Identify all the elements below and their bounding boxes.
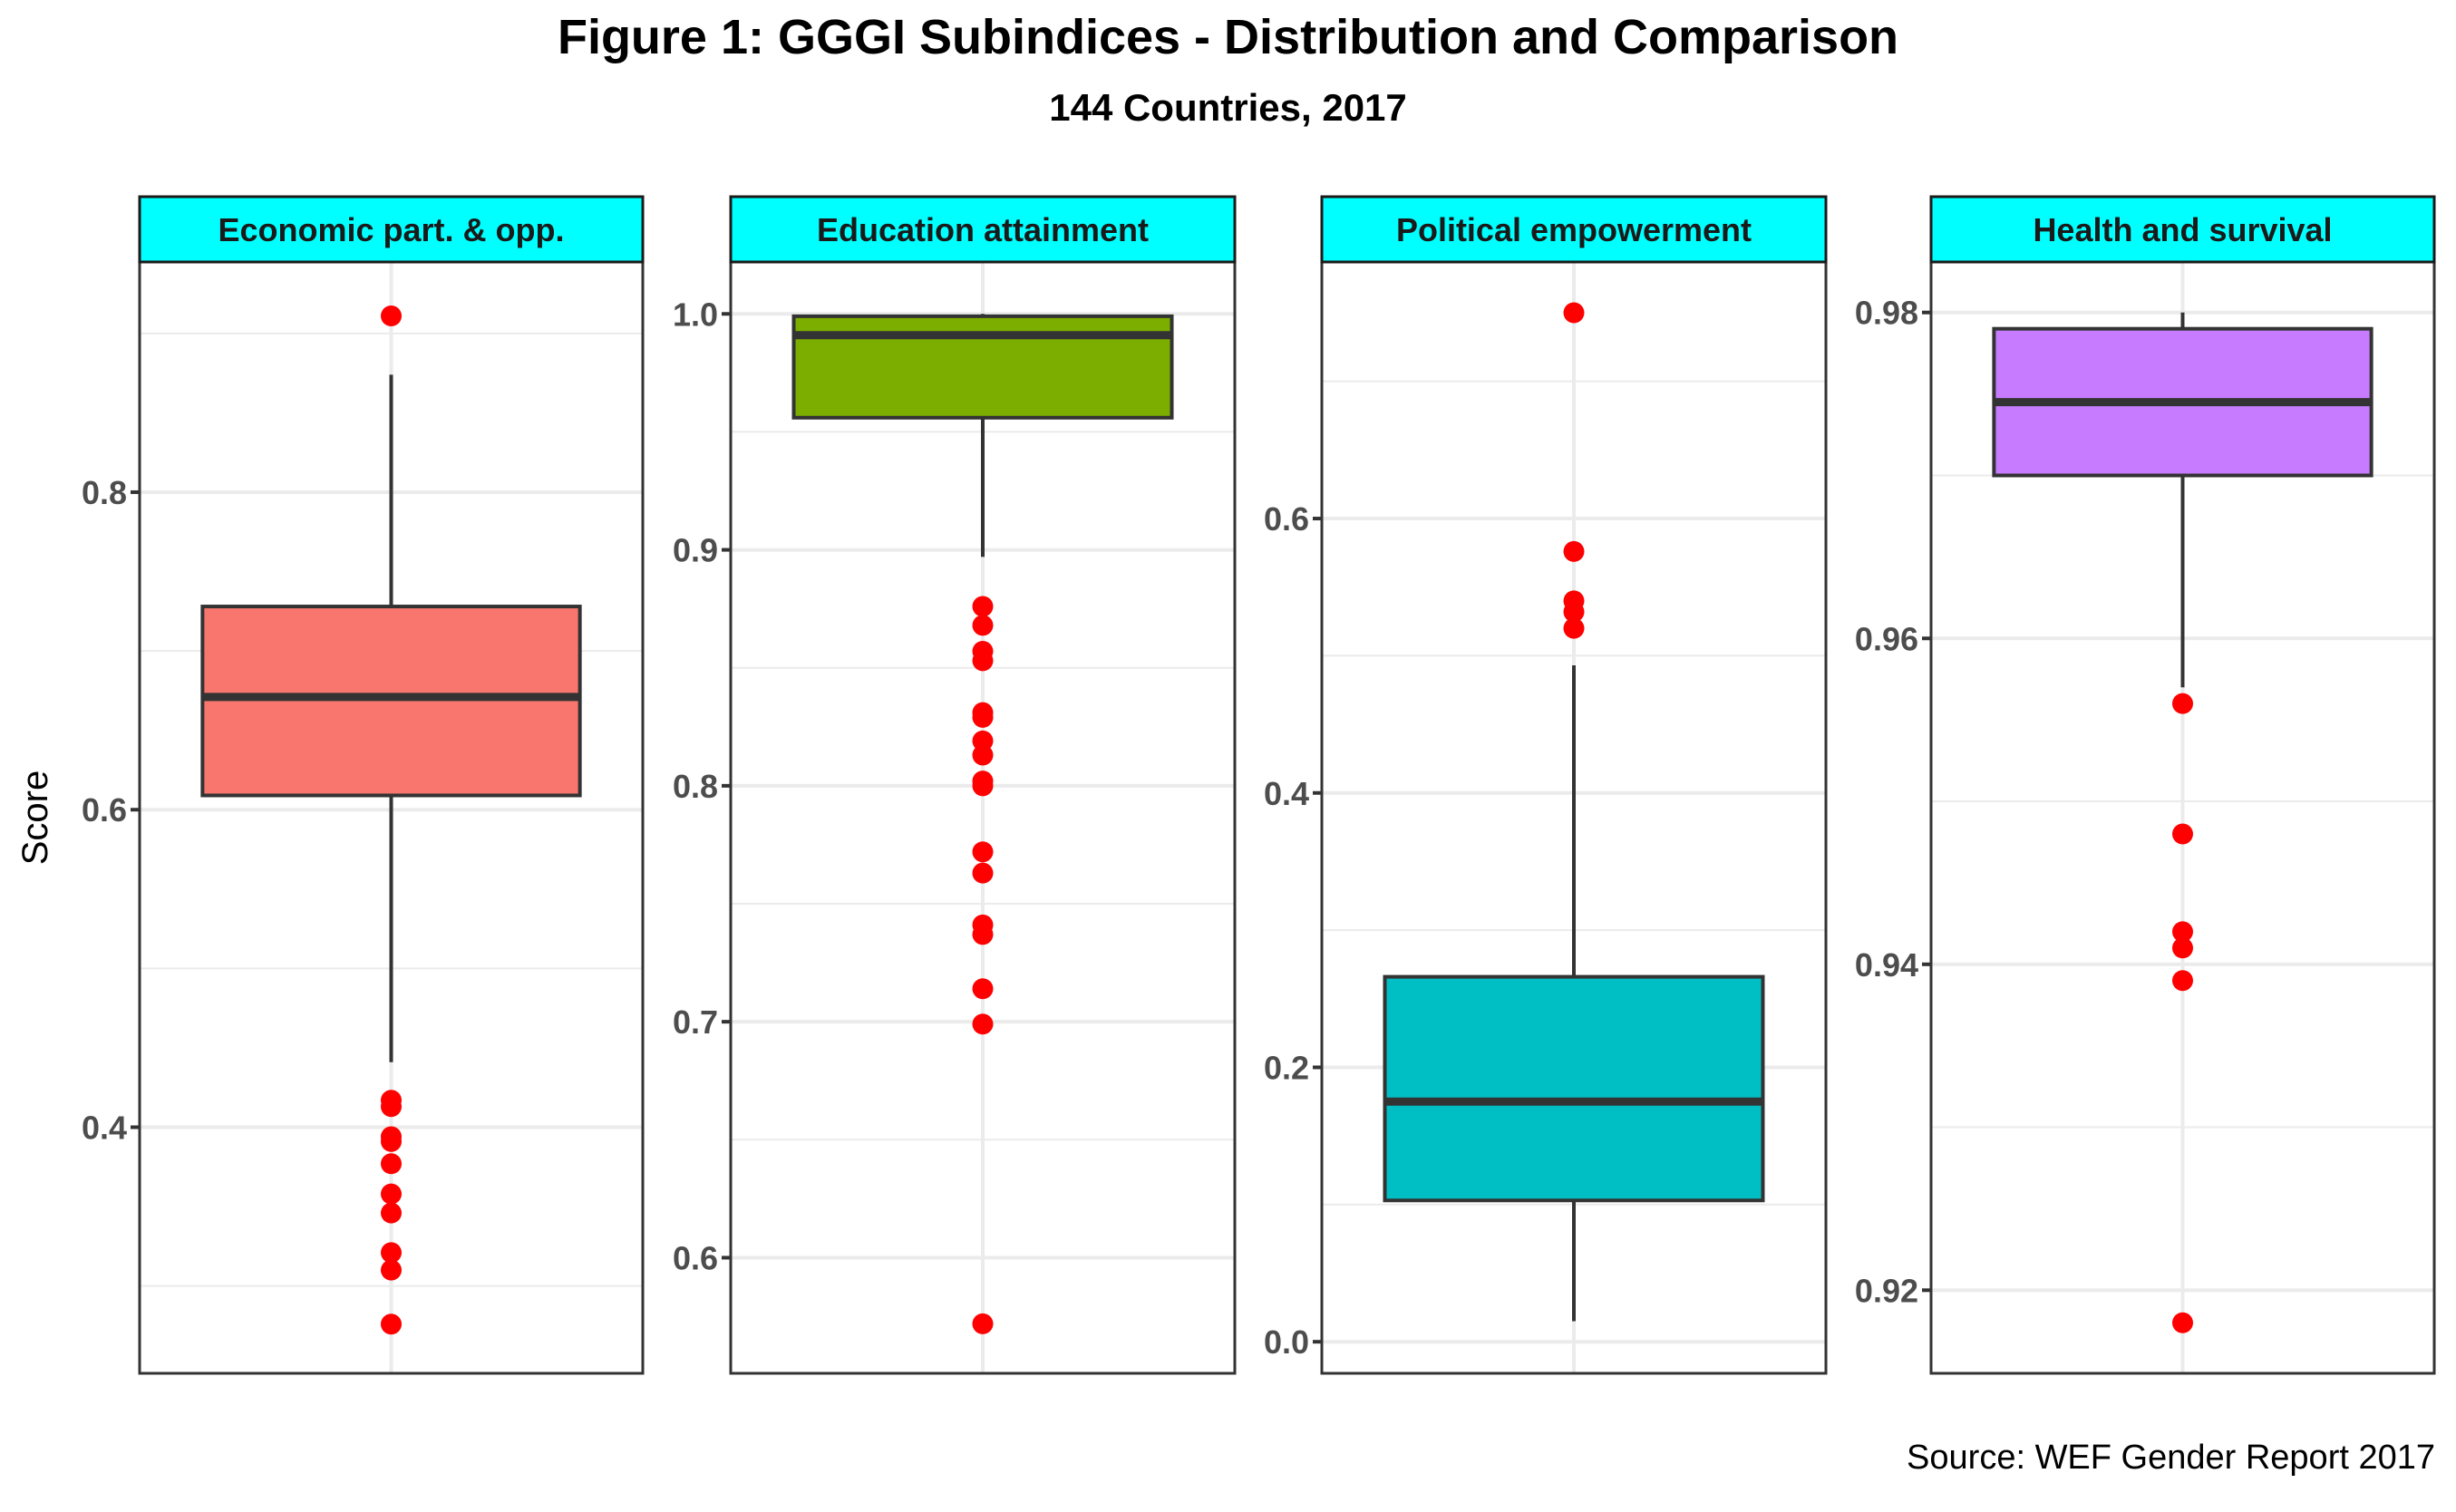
facet-strip: [1320, 195, 1828, 264]
outlier-point: [972, 706, 994, 728]
y-tick-label: 0.6: [1264, 500, 1309, 538]
outlier-point: [381, 1096, 402, 1118]
y-tick-label: 0.6: [673, 1239, 718, 1276]
y-tick-label: 0.2: [1264, 1049, 1309, 1086]
outlier-point: [972, 596, 994, 617]
outlier-point: [972, 744, 994, 766]
facet-panel: 0.92 0.94 0.96 0.98 Health and survival: [1855, 195, 2436, 1375]
outlier-point: [381, 1313, 402, 1335]
outlier-point: [2172, 970, 2193, 992]
y-tick-label: 0.8: [673, 768, 718, 805]
y-tick-label: 0.0: [1264, 1323, 1309, 1361]
outlier-point: [972, 1313, 994, 1334]
outlier-point: [381, 1130, 402, 1152]
y-tick-label: 1.0: [673, 296, 718, 333]
outlier-point: [972, 862, 994, 884]
facet-strip: [729, 195, 1237, 264]
chart-subtitle: 144 Countries, 2017: [1049, 86, 1407, 129]
facet-panel: 0.4 0.6 0.8 Economic part. & opp.: [82, 195, 645, 1375]
y-tick-label: 0.4: [1264, 775, 1309, 812]
outlier-point: [1563, 540, 1585, 562]
outlier-point: [972, 615, 994, 636]
y-axis-label: Score: [15, 771, 55, 866]
facet-strip-label: Health and survival: [2033, 211, 2332, 248]
outlier-point: [381, 1259, 402, 1281]
y-tick-label: 0.9: [673, 532, 718, 569]
outlier-point: [1563, 601, 1585, 623]
outlier-point: [972, 841, 994, 863]
outlier-point: [381, 1183, 402, 1205]
outlier-point: [2172, 921, 2193, 943]
facet-strip-label: Economic part. & opp.: [218, 211, 564, 248]
outlier-point: [2172, 1312, 2193, 1333]
y-tick-label: 0.8: [82, 474, 127, 511]
outlier-point: [2172, 823, 2193, 845]
outlier-point: [1563, 617, 1585, 639]
y-tick-label: 0.6: [82, 791, 127, 829]
y-tick-label: 0.4: [82, 1110, 127, 1147]
outlier-point: [972, 775, 994, 797]
y-tick-label: 0.96: [1855, 620, 1918, 657]
outlier-point: [381, 1242, 402, 1264]
y-tick-label: 0.7: [673, 1003, 718, 1041]
facet-strip: [1929, 195, 2436, 264]
outlier-point: [972, 1013, 994, 1035]
facet-panel: 0.0 0.2 0.4 0.6 Political empowerment: [1264, 195, 1828, 1375]
facet-panel: 0.6 0.7 0.8 0.9 1.0 Education attainment: [673, 195, 1237, 1375]
facet-strip: [138, 195, 645, 264]
outlier-point: [2172, 693, 2193, 714]
y-tick-label: 0.92: [1855, 1272, 1918, 1309]
iqr-box: [1383, 974, 1765, 1203]
y-tick-label: 0.98: [1855, 295, 1918, 332]
outlier-point: [381, 1153, 402, 1175]
outlier-point: [381, 1202, 402, 1224]
outlier-point: [381, 305, 402, 327]
outlier-point: [972, 924, 994, 945]
facet-strip-label: Education attainment: [817, 211, 1149, 248]
outlier-point: [972, 978, 994, 1000]
outlier-point: [2172, 937, 2193, 959]
chart-title: Figure 1: GGGI Subindices - Distribution…: [557, 10, 1899, 64]
y-tick-label: 0.94: [1855, 946, 1918, 984]
facet-strip-label: Political empowerment: [1396, 211, 1752, 248]
outlier-point: [1563, 302, 1585, 324]
chart-caption: Source: WEF Gender Report 2017: [1907, 1439, 2435, 1477]
outlier-point: [972, 650, 994, 672]
